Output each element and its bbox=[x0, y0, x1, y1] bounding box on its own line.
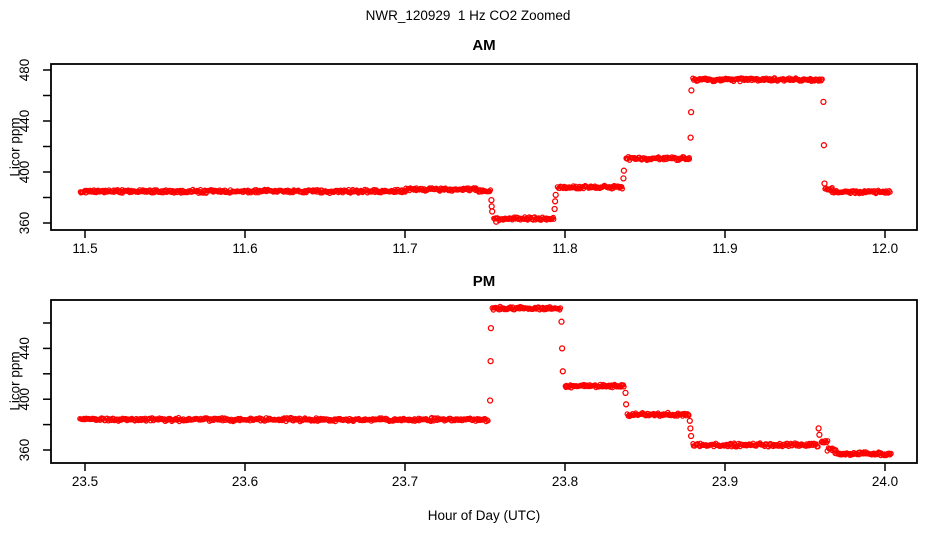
y-tick-label: 480 bbox=[17, 59, 32, 82]
pm-x-axis-ticks: 23.5 23.6 23.7 23.8 23.9 24.0 bbox=[72, 463, 898, 489]
am-plot-box bbox=[50, 63, 918, 231]
am-transition-points bbox=[488, 87, 828, 225]
x-tick-label: 11.5 bbox=[72, 241, 97, 256]
x-tick-label: 12.0 bbox=[872, 241, 898, 256]
x-tick-label: 11.6 bbox=[232, 241, 257, 256]
y-tick-label: 360 bbox=[17, 212, 32, 235]
pm-panel: 23.5 23.6 23.7 23.8 23.9 24.0 360 400 440 bbox=[17, 299, 918, 489]
y-tick-label: 440 bbox=[17, 110, 32, 133]
x-tick-label: 11.9 bbox=[712, 241, 737, 256]
x-tick-label: 23.8 bbox=[552, 474, 578, 489]
pm-data-points bbox=[77, 303, 894, 459]
pm-transition-points bbox=[486, 318, 823, 440]
x-tick-label: 23.6 bbox=[232, 474, 258, 489]
y-tick-label: 360 bbox=[17, 439, 32, 462]
x-axis-label: Hour of Day (UTC) bbox=[427, 508, 541, 523]
x-tick-label: 11.8 bbox=[552, 241, 577, 256]
x-tick-label: 23.9 bbox=[712, 474, 738, 489]
am-panel: 11.5 11.6 11.7 11.8 11.9 12.0 360 400 440 480 bbox=[17, 59, 918, 256]
x-tick-label: 24.0 bbox=[872, 474, 898, 489]
am-x-axis-ticks: 11.5 11.6 11.7 11.8 11.9 12.0 bbox=[72, 230, 898, 256]
x-tick-label: 23.7 bbox=[392, 474, 418, 489]
x-tick-label: 11.7 bbox=[392, 241, 417, 256]
am-data-points bbox=[77, 75, 893, 224]
y-tick-label: 400 bbox=[17, 161, 32, 184]
pm-y-axis-ticks: 360 400 440 bbox=[17, 322, 51, 462]
y-tick-label: 440 bbox=[17, 337, 32, 360]
pm-plot-box bbox=[50, 299, 918, 464]
pm-panel-title: PM bbox=[472, 273, 496, 290]
y-tick-label: 400 bbox=[17, 388, 32, 411]
am-y-axis-ticks: 360 400 440 480 bbox=[17, 59, 51, 235]
am-panel-title: AM bbox=[472, 37, 496, 54]
x-tick-label: 23.5 bbox=[72, 474, 98, 489]
chart-title: NWR_120929 1 Hz CO2 Zoomed bbox=[365, 8, 571, 23]
